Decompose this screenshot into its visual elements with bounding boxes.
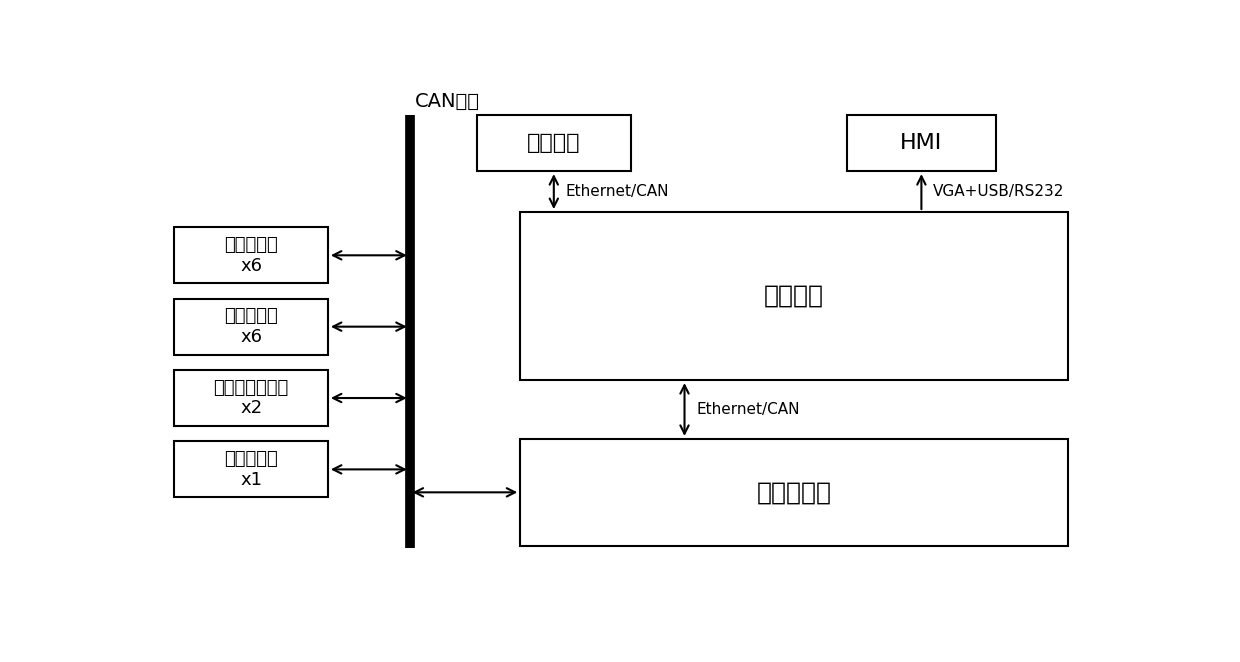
Text: 工控单板: 工控单板 <box>764 284 825 308</box>
Text: HMI: HMI <box>900 133 942 153</box>
Text: VGA+USB/RS232: VGA+USB/RS232 <box>932 184 1064 199</box>
Text: Ethernet/CAN: Ethernet/CAN <box>696 402 800 417</box>
Text: Ethernet/CAN: Ethernet/CAN <box>565 184 668 199</box>
Text: 运动控制器: 运动控制器 <box>756 481 832 504</box>
Text: 直线位移传感器
x2: 直线位移传感器 x2 <box>213 379 289 418</box>
Bar <box>174 442 327 497</box>
Text: CAN总线: CAN总线 <box>414 92 480 111</box>
Bar <box>174 370 327 426</box>
Text: 角度传感器
x6: 角度传感器 x6 <box>224 236 278 275</box>
Bar <box>521 212 1068 380</box>
Text: 振动传感器
x1: 振动传感器 x1 <box>224 450 278 489</box>
Text: 倾角传感器
x6: 倾角传感器 x6 <box>224 307 278 346</box>
Bar <box>521 439 1068 546</box>
Bar <box>477 115 631 171</box>
Text: 工业雷达: 工业雷达 <box>527 133 580 153</box>
Bar <box>174 299 327 355</box>
Bar <box>847 115 996 171</box>
Bar <box>174 227 327 283</box>
